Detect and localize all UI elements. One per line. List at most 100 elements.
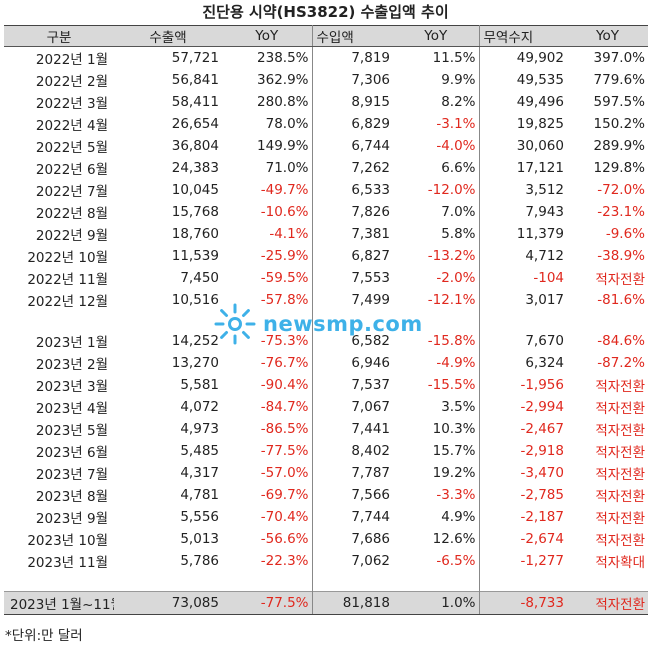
export-yoy: -75.3% — [222, 330, 313, 352]
export-value: 7,450 — [180, 270, 219, 286]
table-row: 2023년 2월 13,270 -76.7% 6,946 -4.9% 6,324 -87.2… — [4, 352, 648, 374]
export-yoy: -69.7% — [222, 484, 313, 506]
export-value: 5,556 — [180, 509, 219, 525]
balance-value: 3,017 — [525, 292, 564, 308]
import-yoy: -2.0% — [393, 267, 480, 289]
balance-yoy: -72.0% — [597, 182, 645, 198]
balance-yoy: 150.2% — [593, 116, 645, 132]
balance-value: -1,277 — [520, 553, 564, 569]
export-yoy: 78.0% — [222, 113, 313, 135]
table-row: 2022년 9월 18,760 -4.1% 7,381 5.8% 11,379 -9.6% — [4, 223, 648, 245]
import-value: 7,686 — [351, 531, 390, 547]
export-value: 36,804 — [171, 138, 219, 154]
row-label: 2023년 3월 — [35, 379, 108, 395]
import-yoy: -6.5% — [393, 550, 480, 572]
import-yoy: 3.5% — [393, 396, 480, 418]
import-yoy: 6.6% — [393, 157, 480, 179]
row-label: 2023년 11월 — [27, 555, 108, 571]
export-value: 24,383 — [171, 160, 219, 176]
header-row: 구분 수출액 YoY 수입액 YoY 무역수지 YoY — [4, 25, 648, 47]
row-label: 2022년 6월 — [35, 162, 108, 178]
watermark-text: newsmp.com — [263, 312, 423, 336]
import-yoy: -12.0% — [393, 179, 480, 201]
trade-table: 구분 수출액 YoY 수입액 YoY 무역수지 YoY 2022년 1월 57,7… — [4, 25, 648, 615]
import-value: 6,827 — [351, 248, 390, 264]
import-yoy: 5.8% — [393, 223, 480, 245]
balance-value: -1,956 — [520, 377, 564, 393]
table-row: 2022년 10월 11,539 -25.9% 6,827 -13.2% 4,712 -38… — [4, 245, 648, 267]
import-yoy: 15.7% — [393, 440, 480, 462]
table-title: 진단용 시약(HS3822) 수출입액 추이 — [202, 3, 449, 21]
total-import: 81,818 — [312, 591, 393, 615]
balance-value: 30,060 — [516, 138, 564, 154]
balance-value: 3,512 — [525, 182, 564, 198]
balance-yoy: 적자전환 — [595, 533, 645, 549]
export-yoy: -77.5% — [222, 440, 313, 462]
row-label: 2022년 3월 — [35, 96, 108, 112]
import-value: 8,402 — [351, 443, 390, 459]
table-row: 2022년 5월 36,804 149.9% 6,744 -4.0% 30,060 289.… — [4, 135, 648, 157]
balance-value: 7,943 — [525, 204, 564, 220]
export-yoy: -4.1% — [222, 223, 313, 245]
import-yoy: 7.0% — [393, 201, 480, 223]
balance-yoy: -81.6% — [597, 292, 645, 308]
import-value: 7,381 — [351, 226, 390, 242]
import-yoy: -12.1% — [393, 289, 480, 311]
table-row: 2022년 1월 57,721 238.5% 7,819 11.5% 49,902 397.… — [4, 46, 648, 69]
import-value: 7,566 — [351, 487, 390, 503]
balance-value: 49,535 — [516, 72, 564, 88]
balance-yoy: 적자전환 — [595, 467, 645, 483]
table-row: 2022년 2월 56,841 362.9% 7,306 9.9% 49,535 779.6… — [4, 69, 648, 91]
export-yoy: -84.7% — [222, 396, 313, 418]
rows-2022: 2022년 1월 57,721 238.5% 7,819 11.5% 49,902 397.… — [4, 46, 648, 311]
watermark: newsmp.com — [213, 299, 423, 349]
rows-2023: 2023년 1월 14,252 -75.3% 6,582 -15.8% 7,670 -84.… — [4, 330, 648, 572]
header-balance-yoy: YoY — [567, 25, 648, 47]
import-yoy: 19.2% — [393, 462, 480, 484]
import-yoy: 11.5% — [393, 46, 480, 69]
import-value: 7,441 — [351, 421, 390, 437]
import-yoy: 12.6% — [393, 528, 480, 550]
export-value: 18,760 — [171, 226, 219, 242]
export-yoy: -90.4% — [222, 374, 313, 396]
import-value: 7,067 — [351, 399, 390, 415]
balance-yoy: 779.6% — [593, 72, 645, 88]
export-value: 5,786 — [180, 553, 219, 569]
balance-yoy: 적자전환 — [595, 511, 645, 527]
export-value: 26,654 — [171, 116, 219, 132]
import-yoy: 4.9% — [393, 506, 480, 528]
row-label: 2023년 7월 — [35, 467, 108, 483]
spacer-2 — [4, 572, 648, 592]
balance-yoy: 적자전환 — [595, 401, 645, 417]
import-value: 6,533 — [351, 182, 390, 198]
export-yoy: 71.0% — [222, 157, 313, 179]
newsmp-logo-icon — [214, 303, 256, 345]
table-row: 2022년 7월 10,045 -49.7% 6,533 -12.0% 3,512 -72.… — [4, 179, 648, 201]
row-label: 2022년 11월 — [27, 272, 108, 288]
row-label: 2022년 9월 — [35, 228, 108, 244]
export-value: 56,841 — [171, 72, 219, 88]
table-row: 2022년 11월 7,450 -59.5% 7,553 -2.0% -104 적자전환 — [4, 267, 648, 289]
balance-value: -2,467 — [520, 421, 564, 437]
import-yoy: -15.5% — [393, 374, 480, 396]
import-yoy: 10.3% — [393, 418, 480, 440]
header-import-yoy: YoY — [393, 25, 480, 47]
export-value: 58,411 — [171, 94, 219, 110]
table-row: 2023년 3월 5,581 -90.4% 7,537 -15.5% -1,956 적자전환 — [4, 374, 648, 396]
table-row: 2022년 4월 26,654 78.0% 6,829 -3.1% 19,825 150.2… — [4, 113, 648, 135]
balance-value: -2,994 — [520, 399, 564, 415]
balance-value: 49,902 — [516, 50, 564, 66]
import-value: 6,946 — [351, 355, 390, 371]
export-yoy: 238.5% — [222, 46, 313, 69]
import-value: 7,744 — [351, 509, 390, 525]
table-row: 2023년 1월 14,252 -75.3% 6,582 -15.8% 7,670 -84.… — [4, 330, 648, 352]
balance-yoy: -84.6% — [597, 333, 645, 349]
import-yoy: -3.1% — [393, 113, 480, 135]
balance-yoy: 397.0% — [593, 50, 645, 66]
export-yoy: -76.7% — [222, 352, 313, 374]
import-yoy: -13.2% — [393, 245, 480, 267]
balance-value: -2,918 — [520, 443, 564, 459]
balance-value: -3,470 — [520, 465, 564, 481]
import-value: 7,537 — [351, 377, 390, 393]
balance-value: 4,712 — [525, 248, 564, 264]
